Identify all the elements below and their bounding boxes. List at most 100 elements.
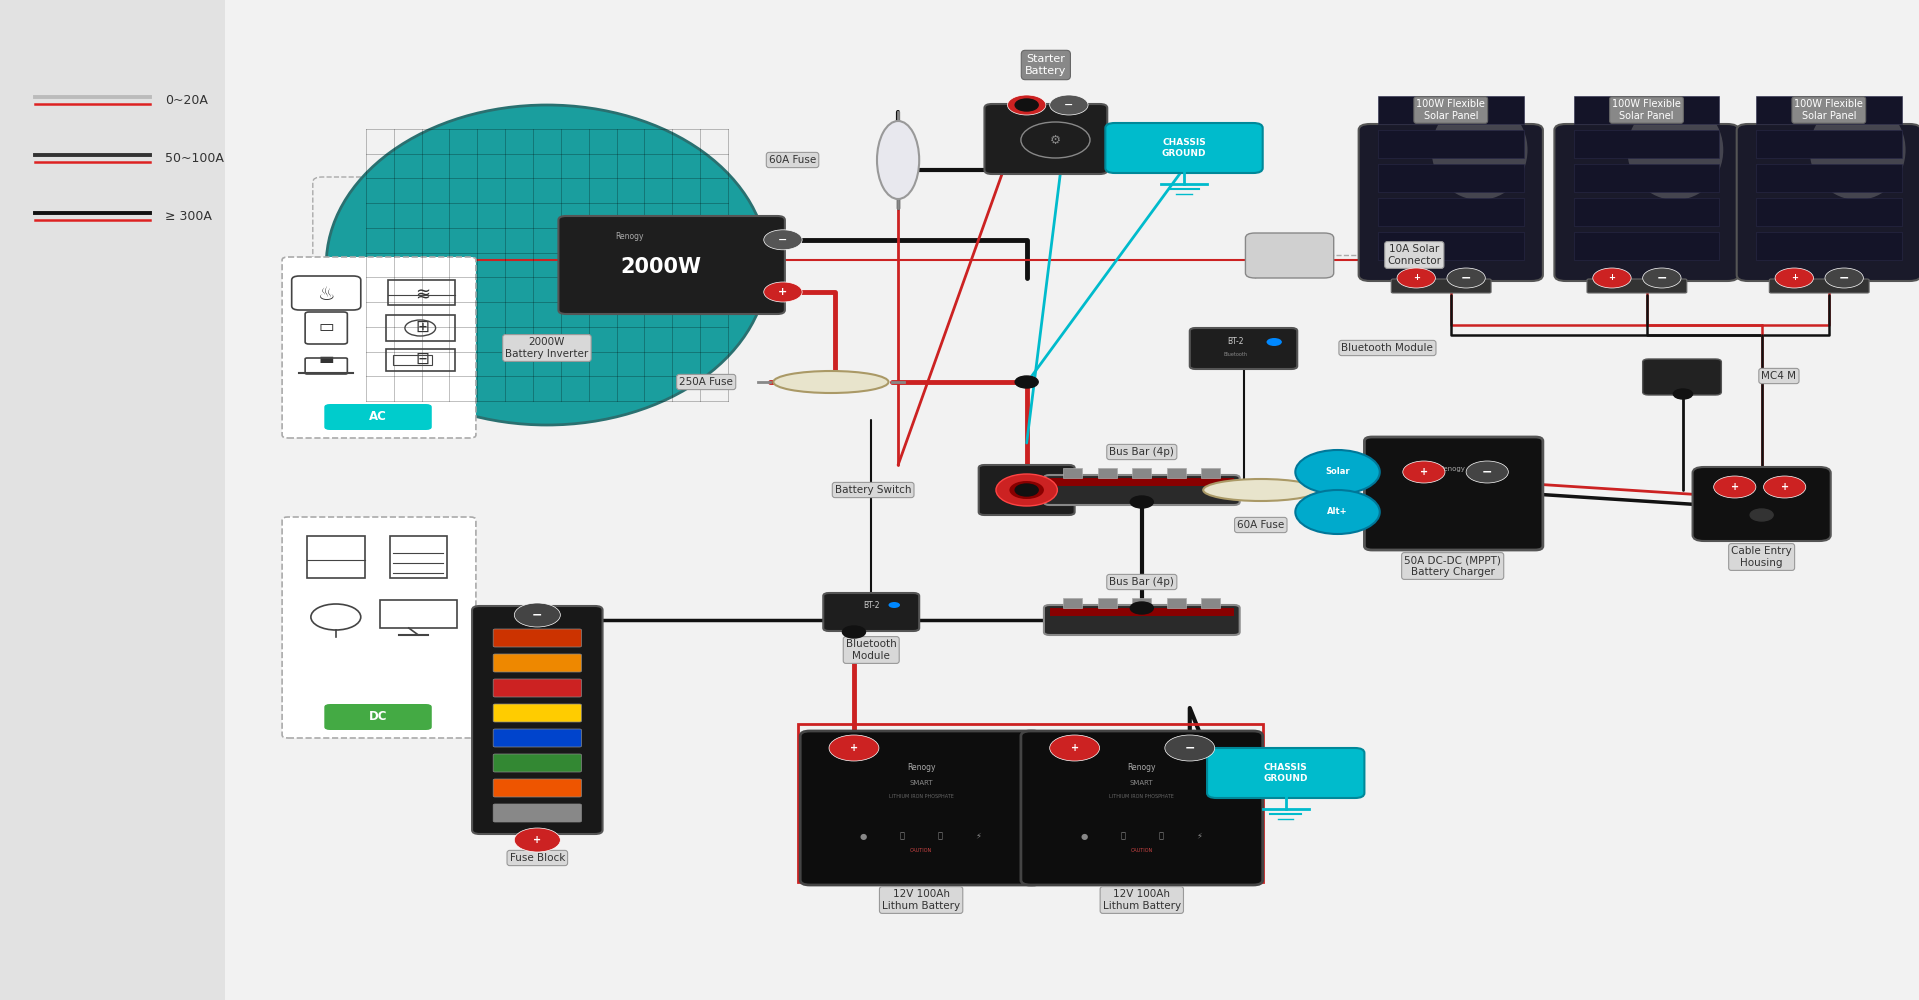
Circle shape: [514, 828, 560, 852]
Text: 🔥: 🔥: [900, 832, 904, 840]
Text: SMART: SMART: [1130, 780, 1153, 786]
Text: +: +: [1731, 482, 1739, 492]
Circle shape: [514, 603, 560, 627]
Text: LITHIUM IRON PHOSPHATE: LITHIUM IRON PHOSPHATE: [888, 794, 954, 798]
Text: CAUTION: CAUTION: [1130, 848, 1153, 852]
Circle shape: [1165, 735, 1215, 761]
Bar: [1574, 232, 1719, 260]
FancyBboxPatch shape: [493, 679, 581, 697]
Ellipse shape: [1203, 479, 1318, 501]
Text: Bluetooth Module: Bluetooth Module: [1341, 343, 1433, 353]
Text: ≋: ≋: [415, 286, 430, 304]
FancyBboxPatch shape: [1359, 124, 1543, 281]
Text: Battery Switch: Battery Switch: [835, 485, 912, 495]
Circle shape: [1466, 461, 1508, 483]
Circle shape: [1050, 735, 1100, 761]
Bar: [307, 536, 365, 578]
Bar: [1050, 478, 1234, 486]
FancyBboxPatch shape: [1105, 123, 1263, 173]
Circle shape: [888, 602, 900, 608]
Text: Starter
Battery: Starter Battery: [1025, 54, 1067, 76]
FancyBboxPatch shape: [493, 779, 581, 797]
FancyBboxPatch shape: [493, 704, 581, 722]
FancyBboxPatch shape: [1587, 279, 1687, 293]
FancyBboxPatch shape: [493, 804, 581, 822]
Circle shape: [1015, 376, 1038, 388]
Bar: [1378, 96, 1524, 124]
Circle shape: [1130, 496, 1153, 508]
FancyBboxPatch shape: [1737, 124, 1919, 281]
FancyBboxPatch shape: [1044, 475, 1240, 505]
Text: ▬: ▬: [319, 350, 334, 368]
Circle shape: [1764, 476, 1806, 498]
Text: CHASSIS
GROUND: CHASSIS GROUND: [1263, 763, 1309, 783]
Bar: [1063, 468, 1082, 478]
Text: +: +: [1023, 100, 1031, 110]
Text: −: −: [1481, 466, 1493, 479]
Text: ▭: ▭: [319, 318, 334, 336]
Text: ⚡: ⚡: [975, 832, 983, 840]
FancyBboxPatch shape: [984, 104, 1107, 174]
Text: 🔥: 🔥: [1121, 832, 1125, 840]
Bar: [1063, 598, 1082, 608]
Bar: [1201, 598, 1220, 608]
Circle shape: [1015, 484, 1038, 496]
Bar: [1756, 130, 1902, 158]
FancyBboxPatch shape: [1769, 279, 1869, 293]
Text: CHASSIS
GROUND: CHASSIS GROUND: [1161, 138, 1207, 158]
Bar: [1756, 96, 1902, 124]
Bar: [388, 280, 455, 305]
Text: +: +: [1608, 273, 1616, 282]
Text: ≥ 300A: ≥ 300A: [165, 211, 211, 224]
Text: Bus Bar (4p): Bus Bar (4p): [1109, 577, 1174, 587]
FancyBboxPatch shape: [1643, 359, 1721, 395]
FancyBboxPatch shape: [558, 216, 785, 314]
FancyBboxPatch shape: [1391, 279, 1491, 293]
Text: Alt+: Alt+: [1328, 508, 1347, 516]
Bar: [1756, 198, 1902, 226]
Bar: [1201, 468, 1220, 478]
Text: ♨: ♨: [317, 286, 336, 304]
Bar: [1574, 96, 1719, 124]
Circle shape: [842, 626, 865, 638]
FancyBboxPatch shape: [1044, 605, 1240, 635]
Bar: [1132, 468, 1151, 478]
Text: −: −: [1184, 742, 1196, 754]
Text: Renogy: Renogy: [1439, 466, 1466, 472]
FancyBboxPatch shape: [979, 465, 1075, 515]
Text: +: +: [533, 835, 541, 845]
Text: ⊟: ⊟: [415, 350, 430, 368]
FancyBboxPatch shape: [1207, 748, 1364, 798]
Circle shape: [996, 474, 1057, 506]
FancyBboxPatch shape: [282, 517, 476, 738]
Text: −: −: [1065, 100, 1073, 110]
Text: 100W Flexible
Solar Panel: 100W Flexible Solar Panel: [1794, 99, 1863, 121]
Text: BT-2: BT-2: [1228, 338, 1244, 347]
Text: Renogy: Renogy: [616, 232, 643, 241]
Bar: [1378, 232, 1524, 260]
Text: Bluetooth: Bluetooth: [1224, 352, 1247, 357]
Text: Cable Entry
Housing: Cable Entry Housing: [1731, 546, 1792, 568]
FancyBboxPatch shape: [1554, 124, 1739, 281]
Ellipse shape: [1627, 100, 1723, 200]
Circle shape: [1267, 338, 1282, 346]
Circle shape: [1775, 268, 1813, 288]
Text: DC: DC: [368, 710, 388, 723]
Text: BT-2: BT-2: [864, 600, 879, 609]
Text: 250A Fuse: 250A Fuse: [679, 377, 733, 387]
FancyBboxPatch shape: [493, 729, 581, 747]
Bar: [1756, 164, 1902, 192]
FancyBboxPatch shape: [823, 593, 919, 631]
Text: +: +: [1412, 273, 1420, 282]
FancyBboxPatch shape: [1693, 467, 1831, 541]
Text: MC4 M: MC4 M: [1762, 371, 1796, 381]
Circle shape: [764, 282, 802, 302]
Text: −: −: [779, 235, 787, 245]
Bar: [1574, 130, 1719, 158]
Text: +: +: [1420, 467, 1428, 477]
Circle shape: [1007, 95, 1046, 115]
FancyBboxPatch shape: [493, 629, 581, 647]
Bar: [393, 355, 432, 365]
Circle shape: [1825, 268, 1863, 288]
Ellipse shape: [773, 371, 888, 393]
